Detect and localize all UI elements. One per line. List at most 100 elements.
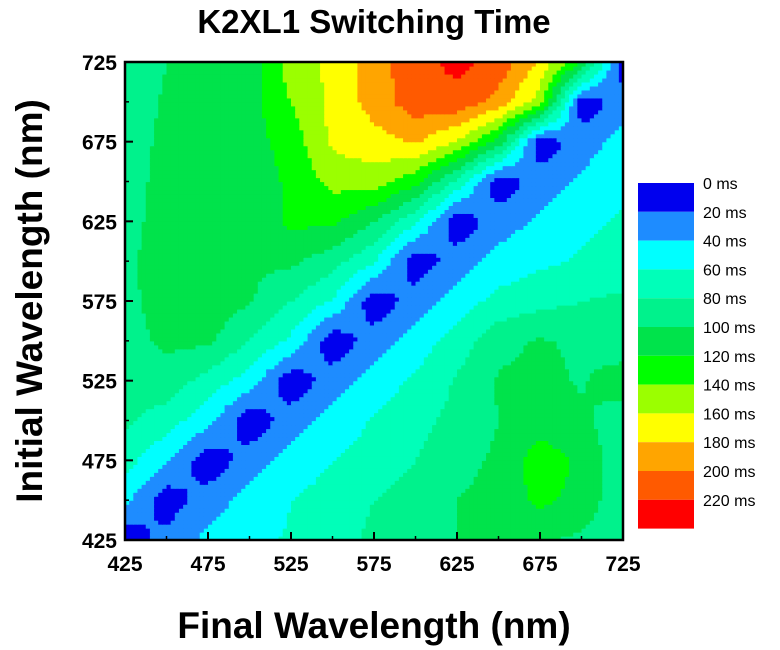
contour-cell (502, 492, 508, 497)
contour-cell (232, 376, 238, 382)
contour-cell (349, 488, 354, 493)
contour-cell (374, 392, 379, 398)
contour-cell (415, 444, 421, 449)
contour-cell (133, 392, 139, 398)
contour-cell (303, 432, 309, 438)
contour-cell (440, 464, 446, 469)
contour-cell (311, 516, 317, 521)
contour-cell (593, 420, 599, 426)
contour-cell (174, 456, 180, 461)
contour-cell (544, 440, 549, 445)
contour-cell (510, 480, 516, 485)
contour-cell (162, 440, 168, 445)
contour-cell (403, 436, 408, 442)
contour-cell (220, 400, 226, 406)
contour-cell (490, 468, 495, 473)
contour-cell (282, 416, 288, 422)
contour-cell (457, 392, 462, 398)
contour-cell (162, 516, 168, 521)
contour-cell (407, 388, 412, 394)
contour-cell (183, 524, 188, 529)
contour-cell (423, 504, 429, 509)
contour-cell (295, 524, 300, 529)
contour-cell (519, 496, 524, 501)
contour-cell (448, 376, 454, 382)
contour-cell (610, 388, 616, 394)
contour-cell (452, 496, 458, 501)
contour-cell (133, 412, 139, 418)
contour-cell (174, 460, 180, 465)
contour-cell (444, 416, 450, 422)
contour-cell (519, 444, 524, 449)
contour-cell (440, 456, 446, 461)
contour-cell (577, 436, 583, 442)
contour-cell (614, 508, 620, 513)
contour-cell (249, 444, 255, 449)
contour-cell (606, 488, 612, 493)
contour-cell (390, 400, 396, 406)
contour-cell (427, 452, 433, 457)
contour-cell (133, 372, 139, 378)
contour-cell (394, 428, 400, 434)
contour-cell (498, 408, 504, 414)
contour-cell (170, 440, 176, 445)
contour-cell (241, 520, 246, 525)
contour-cell (166, 424, 172, 430)
contour-cell (174, 404, 180, 410)
contour-cell (295, 404, 300, 410)
contour-cell (303, 384, 309, 390)
contour-cell (564, 444, 570, 449)
contour-cell (411, 524, 417, 529)
contour-cell (336, 460, 342, 465)
contour-cell (403, 472, 408, 477)
contour-cell (282, 512, 288, 517)
contour-cell (286, 464, 292, 469)
contour-cell (573, 456, 578, 461)
contour-cell (191, 496, 197, 501)
contour-cell (349, 500, 354, 505)
contour-cell (162, 512, 168, 517)
contour-cell (523, 516, 529, 521)
contour-cell (228, 504, 234, 509)
contour-cell (266, 532, 271, 537)
contour-cell (303, 420, 309, 426)
contour-cell (232, 456, 238, 461)
contour-cell (469, 508, 475, 513)
contour-cell (535, 404, 541, 410)
contour-cell (573, 424, 578, 430)
contour-cell (457, 396, 462, 402)
contour-cell (166, 452, 172, 457)
contour-cell (174, 508, 180, 513)
contour-cell (299, 452, 305, 457)
contour-cell (469, 456, 475, 461)
contour-cell (436, 400, 441, 406)
contour-cell (419, 432, 425, 438)
contour-cell (398, 476, 404, 481)
contour-cell (241, 528, 246, 533)
contour-cell (469, 396, 475, 402)
contour-cell (519, 448, 524, 453)
contour-cell (133, 500, 139, 505)
contour-cell (618, 428, 623, 434)
contour-cell (149, 456, 155, 461)
contour-cell (224, 412, 230, 418)
contour-cell (125, 448, 130, 453)
contour-cell (560, 472, 566, 477)
contour-cell (257, 524, 263, 529)
contour-cell (141, 528, 147, 533)
contour-cell (187, 428, 192, 434)
contour-cell (154, 412, 159, 418)
contour-cell (403, 496, 408, 501)
contour-cell (332, 380, 338, 386)
contour-cell (315, 440, 321, 445)
contour-cell (261, 464, 267, 469)
contour-cell (602, 424, 607, 430)
contour-cell (581, 424, 587, 430)
contour-cell (469, 400, 475, 406)
contour-cell (490, 388, 495, 394)
contour-cell (411, 416, 417, 422)
contour-cell (344, 456, 350, 461)
contour-cell (560, 524, 566, 529)
contour-cell (581, 384, 587, 390)
contour-cell (328, 532, 334, 537)
